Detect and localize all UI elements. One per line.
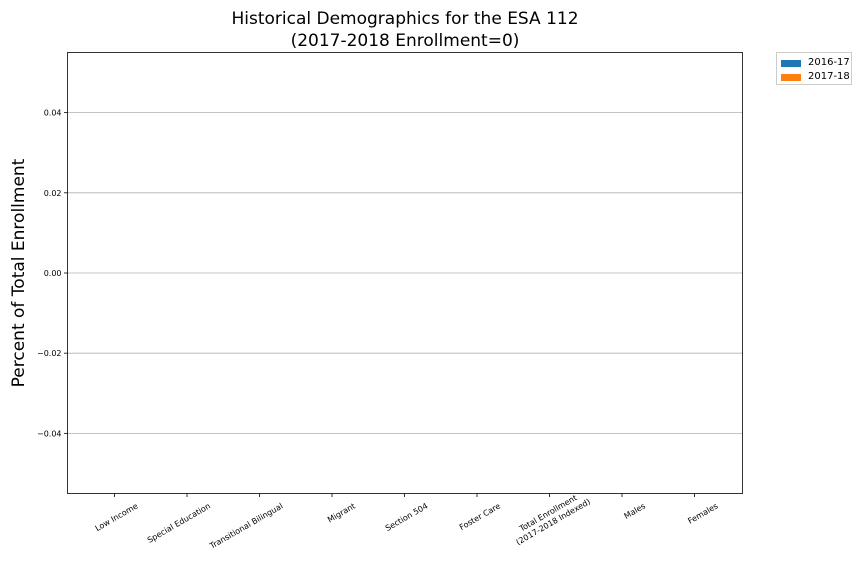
x-tick-label: Foster Care: [458, 501, 502, 532]
y-tick-label: 0.04: [44, 109, 62, 118]
legend-swatch: [781, 59, 801, 67]
x-tick-label: Section 504: [384, 501, 430, 533]
x-tick-label: Males: [622, 501, 647, 520]
chart-title: Historical Demographics for the ESA 112: [231, 9, 579, 29]
y-tick-label: −0.02: [37, 349, 62, 358]
x-tick-label: Low Income: [94, 501, 140, 533]
x-axis: Low Income Special EducationTransitional …: [94, 488, 720, 551]
legend-item-0: 2016-17: [781, 57, 850, 69]
x-tick-label: Special Education: [146, 501, 212, 544]
y-tick-label: 0.00: [44, 269, 62, 278]
legend-label: 2017-18: [808, 71, 850, 82]
x-tick-label: Migrant: [326, 501, 357, 524]
x-tick-label: Transitional Bilingual: [207, 501, 284, 551]
legend-swatch: [781, 73, 801, 81]
y-axis: −0.04 −0.02 0.00 0.02 0.04: [37, 109, 68, 438]
legend: 2016-17 2017-18: [776, 52, 852, 85]
legend-label: 2016-17: [808, 57, 850, 68]
x-tick-label: Females: [686, 501, 719, 525]
y-tick-label: −0.04: [37, 429, 62, 438]
grid-lines: [67, 112, 743, 434]
legend-item-1: 2017-18: [781, 71, 850, 83]
x-tick-label: Total Enrollment(2017-2018 Indexed): [510, 488, 592, 547]
chart-subtitle: (2017-2018 Enrollment=0): [290, 31, 520, 51]
y-tick-label: 0.02: [44, 189, 62, 198]
